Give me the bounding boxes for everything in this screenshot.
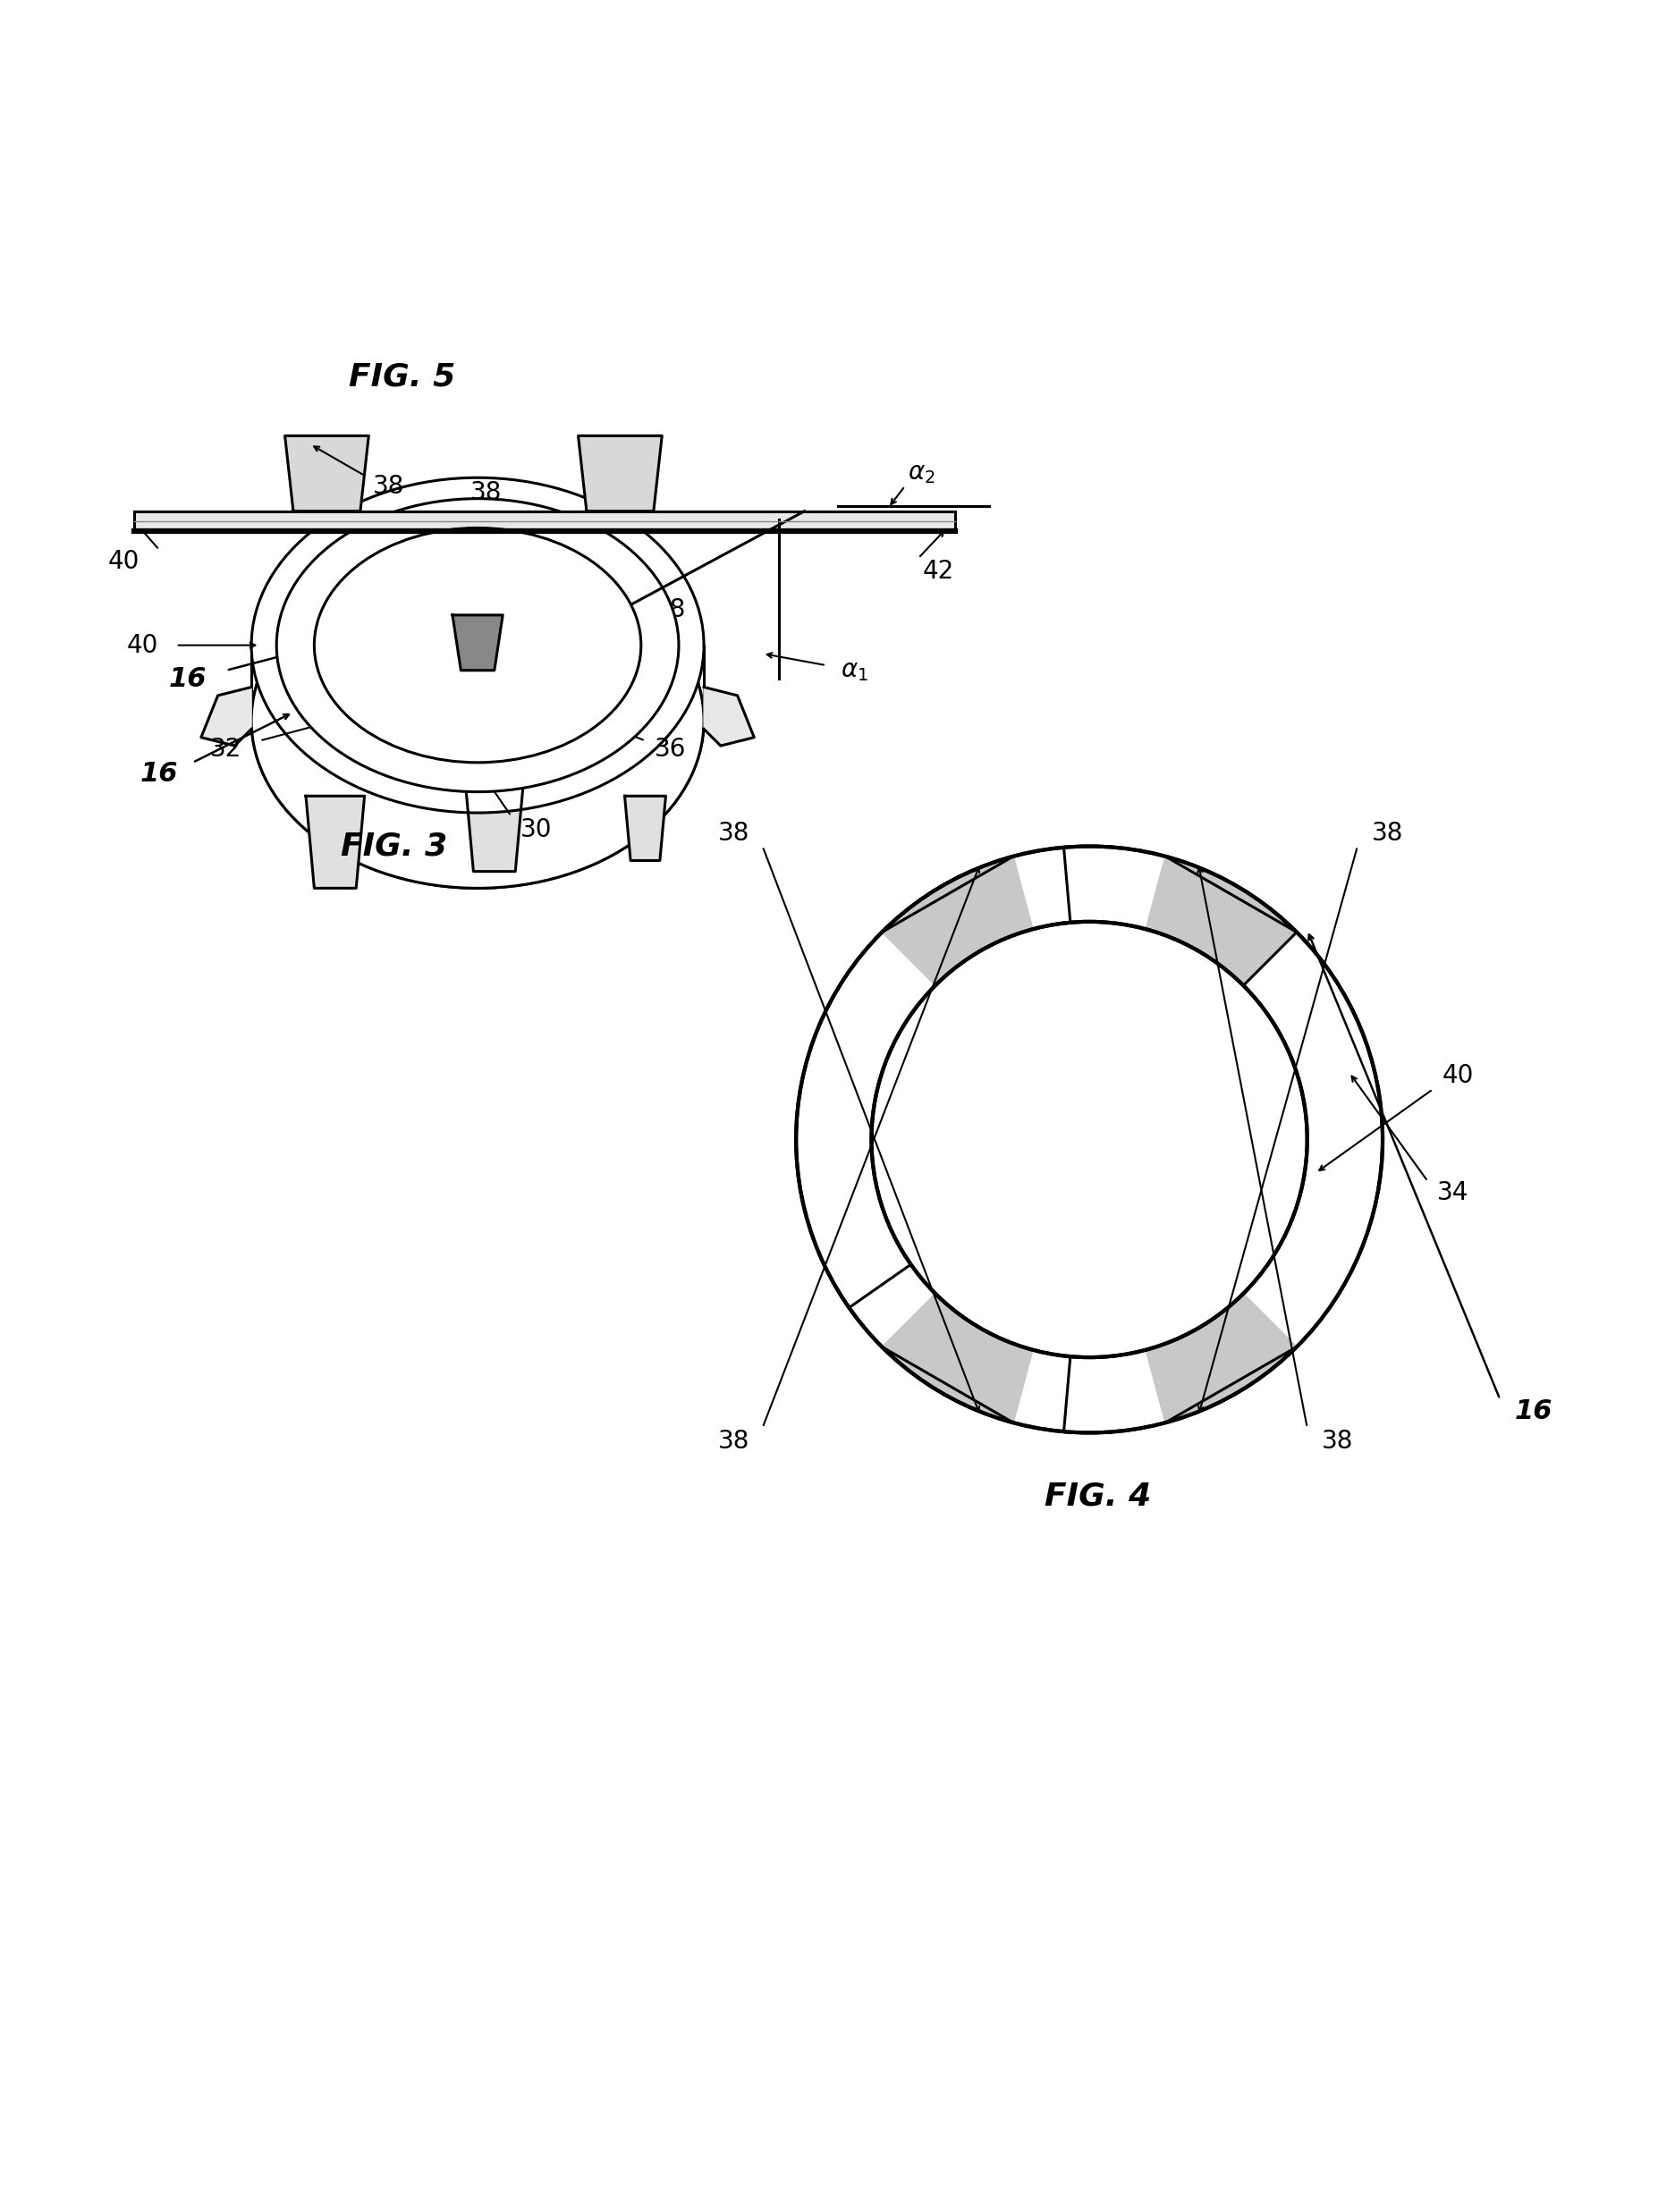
Polygon shape xyxy=(305,796,363,889)
Text: FIG. 5: FIG. 5 xyxy=(348,363,456,392)
Polygon shape xyxy=(881,1294,1032,1422)
Text: FIG. 3: FIG. 3 xyxy=(340,832,447,860)
Ellipse shape xyxy=(276,498,678,792)
Text: 38: 38 xyxy=(719,1429,749,1453)
Text: 38: 38 xyxy=(471,480,501,504)
Text: 16: 16 xyxy=(169,666,206,692)
Text: FIG. 4: FIG. 4 xyxy=(1044,1482,1151,1511)
Text: 40: 40 xyxy=(127,633,157,657)
Text: 38: 38 xyxy=(374,473,404,498)
Bar xyxy=(134,511,955,531)
Polygon shape xyxy=(201,688,251,745)
Polygon shape xyxy=(704,688,754,745)
Ellipse shape xyxy=(251,553,704,889)
Text: 42: 42 xyxy=(923,560,953,584)
Polygon shape xyxy=(625,796,665,860)
Text: 38: 38 xyxy=(655,597,685,622)
Text: 34: 34 xyxy=(1437,1181,1467,1206)
Text: $\alpha_2$: $\alpha_2$ xyxy=(908,460,935,484)
Polygon shape xyxy=(1146,856,1296,987)
Text: 32: 32 xyxy=(211,737,241,761)
Polygon shape xyxy=(285,436,368,511)
Text: 16: 16 xyxy=(141,761,178,787)
Text: 44: 44 xyxy=(328,511,358,538)
Text: 40: 40 xyxy=(109,549,139,573)
Text: 30: 30 xyxy=(521,816,551,843)
Ellipse shape xyxy=(251,553,704,889)
Text: 38: 38 xyxy=(1322,1429,1352,1453)
Text: 36: 36 xyxy=(655,737,685,761)
Text: 40: 40 xyxy=(1442,1064,1472,1088)
Text: 16: 16 xyxy=(1514,1398,1551,1425)
Ellipse shape xyxy=(313,529,640,763)
Polygon shape xyxy=(881,856,1032,987)
Polygon shape xyxy=(578,436,662,511)
Polygon shape xyxy=(1146,1294,1296,1422)
Polygon shape xyxy=(452,615,502,670)
Text: $\alpha_1$: $\alpha_1$ xyxy=(841,657,868,684)
Text: 36: 36 xyxy=(496,588,526,613)
Text: 38: 38 xyxy=(1372,821,1402,845)
Ellipse shape xyxy=(251,478,704,812)
Polygon shape xyxy=(464,779,523,872)
Text: 38: 38 xyxy=(719,821,749,845)
